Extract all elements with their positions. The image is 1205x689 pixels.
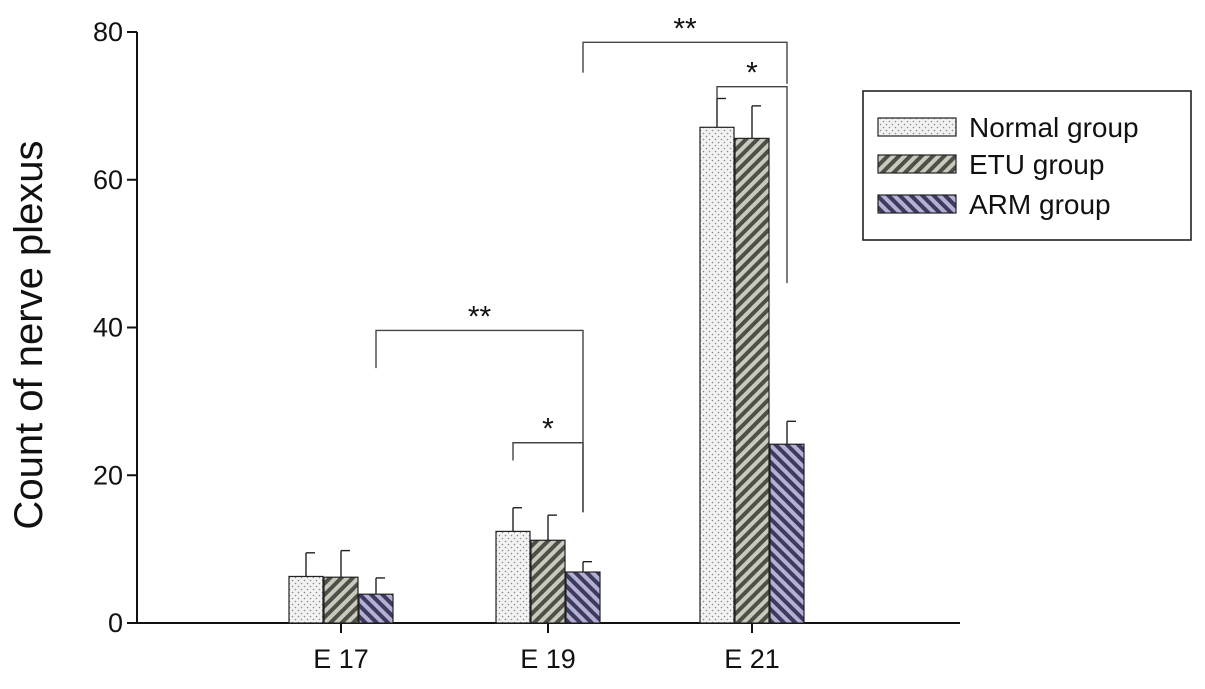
y-tick-label: 80 <box>93 17 123 47</box>
bar <box>734 137 770 624</box>
legend: Normal group ETU group ARM group <box>862 90 1192 241</box>
bar <box>699 126 735 624</box>
y-tick-label: 60 <box>93 165 123 195</box>
x-tick-label: E 21 <box>724 644 780 674</box>
bar <box>288 575 324 624</box>
legend-label: ARM group <box>969 189 1111 220</box>
significance-brackets: ****** <box>375 12 788 513</box>
legend-swatch <box>877 154 957 174</box>
error-bars <box>305 97 796 595</box>
bar <box>495 530 531 624</box>
significance-bracket <box>582 41 788 84</box>
y-axis-title: Count of nerve plexus <box>7 140 51 529</box>
bars <box>288 126 805 624</box>
significance-bracket <box>512 442 584 513</box>
bar <box>358 593 394 624</box>
significance-label: ** <box>673 12 697 45</box>
x-axis: E 17 E 19 E 21 <box>137 622 960 674</box>
x-tick-label: E 17 <box>313 644 369 674</box>
legend-swatch <box>877 194 957 214</box>
y-tick-label: 20 <box>93 460 123 490</box>
y-axis: 0 20 40 60 80 <box>93 17 138 638</box>
legend-label: Normal group <box>969 112 1139 143</box>
legend-swatch <box>877 117 957 137</box>
bar <box>530 539 566 624</box>
bar <box>565 571 601 624</box>
bar <box>323 576 359 624</box>
significance-label: * <box>746 57 758 90</box>
legend-label: ETU group <box>969 149 1104 180</box>
significance-label: * <box>542 413 554 446</box>
bar <box>769 443 805 624</box>
x-tick-label: E 19 <box>520 644 576 674</box>
significance-bracket <box>375 329 584 513</box>
significance-label: ** <box>468 300 492 333</box>
significance-bracket <box>716 85 788 284</box>
y-tick-label: 0 <box>108 608 123 638</box>
y-tick-label: 40 <box>93 313 123 343</box>
